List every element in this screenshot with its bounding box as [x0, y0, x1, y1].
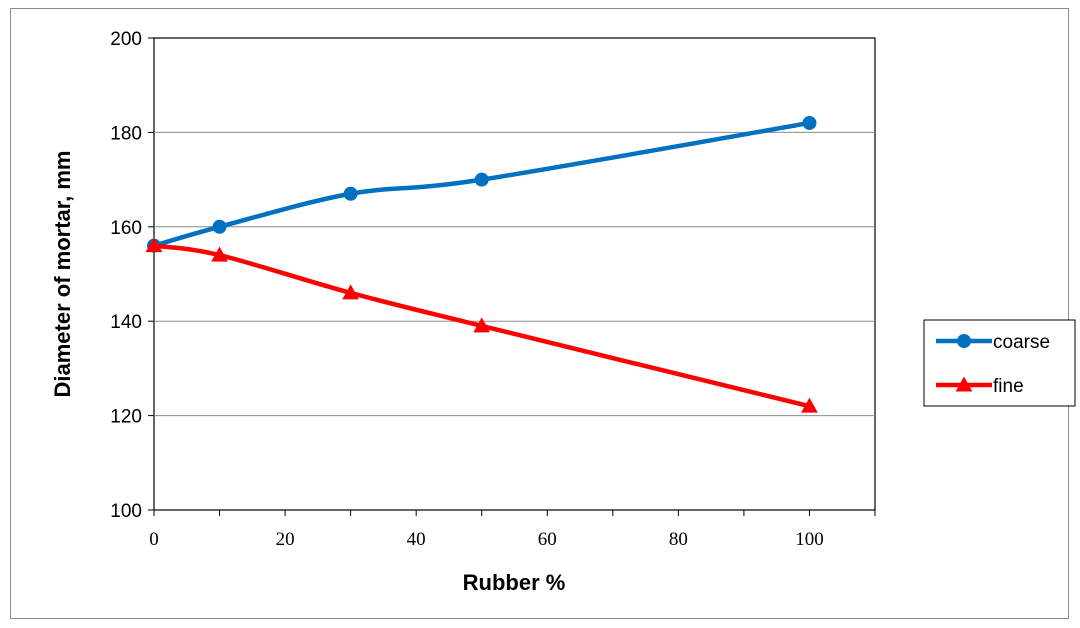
coarse-point	[802, 115, 817, 130]
legend-coarse-marker	[957, 334, 971, 348]
x-tick-label: 0	[149, 529, 159, 550]
fine-point	[145, 237, 163, 253]
coarse-point	[212, 219, 227, 234]
legend-fine-label: fine	[993, 376, 1024, 397]
y-tick-label: 200	[110, 29, 142, 50]
fine-point	[473, 317, 491, 333]
x-tick-label: 80	[669, 529, 688, 550]
axes	[148, 37, 876, 516]
legend: coarse fine	[923, 319, 1076, 407]
y-tick-label: 180	[110, 123, 142, 144]
legend-item-fine: fine	[936, 376, 1024, 397]
fine-point	[342, 284, 359, 300]
fine-point	[801, 397, 818, 413]
legend-coarse-label: coarse	[993, 332, 1050, 353]
fine-point	[211, 246, 228, 262]
gridlines	[154, 131, 875, 417]
legend-fine-marker	[955, 376, 973, 392]
x-tick-label: 100	[795, 529, 824, 550]
y-tick-label: 100	[110, 501, 142, 522]
legend-item-coarse: coarse	[936, 332, 1050, 353]
series	[145, 115, 818, 413]
x-tick-label: 40	[407, 529, 426, 550]
y-tick-label: 160	[110, 218, 142, 239]
y-tick-label: 120	[110, 407, 142, 428]
series-fine	[145, 237, 818, 413]
x-tick-label: 20	[276, 529, 295, 550]
plot-area	[153, 37, 876, 511]
legend-box	[923, 319, 1076, 407]
coarse-point	[474, 172, 489, 187]
y-tick-label: 140	[110, 312, 142, 333]
coarse-point	[343, 186, 358, 201]
x-tick-label: 60	[538, 529, 557, 550]
y-axis-title: Diameter of mortar, mm	[50, 151, 75, 398]
tick-labels: 100 120 140 160 180 200 0 20 40 60 80 100	[110, 29, 823, 550]
x-axis-title: Rubber %	[463, 570, 566, 595]
